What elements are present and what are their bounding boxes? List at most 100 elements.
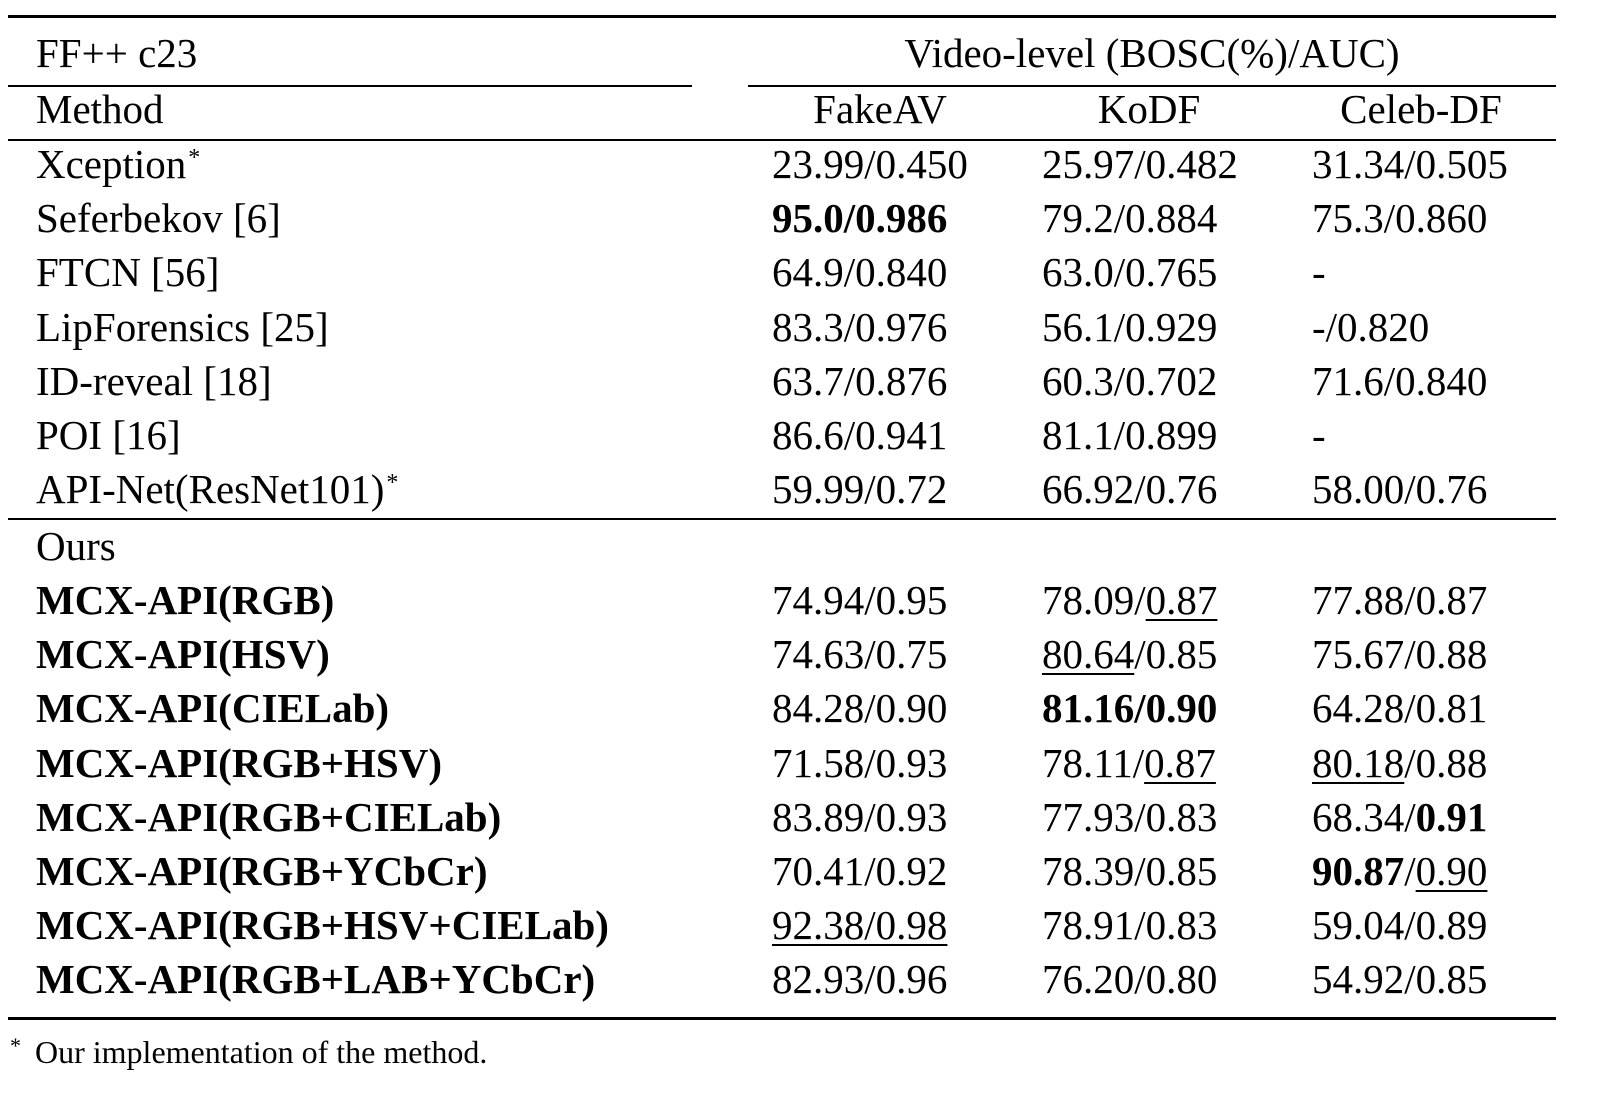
method-name: Xception* bbox=[36, 139, 200, 189]
table-cell: 63.0/0.765 bbox=[1042, 247, 1217, 297]
cell-value-part: 75.67/0.88 bbox=[1312, 631, 1488, 677]
cell-value-part: 25.97/0.482 bbox=[1042, 141, 1238, 187]
cell-value-part: 64.9/0.840 bbox=[772, 249, 948, 295]
footnote-text: Our implementation of the method. bbox=[35, 1034, 488, 1070]
table-cell: 78.09/0.87 bbox=[1042, 575, 1217, 625]
cell-value-part: 79.2/0.884 bbox=[1042, 195, 1218, 241]
cell-value-part: 59.99/0.72 bbox=[772, 466, 948, 512]
cell-value-part: 78.39/0.85 bbox=[1042, 848, 1218, 894]
cell-value-part: 78.91/0.83 bbox=[1042, 902, 1218, 948]
cell-value-part: 80.18 bbox=[1312, 740, 1405, 786]
column-header-celebdf: Celeb-DF bbox=[1340, 86, 1502, 132]
cell-value-part: /0.85 bbox=[1134, 631, 1218, 677]
cell-value-part: / bbox=[1404, 848, 1416, 894]
cell-value-part: -/0.820 bbox=[1312, 304, 1430, 350]
cell-value-part: 78.09/ bbox=[1042, 577, 1146, 623]
cell-value-part: 60.3/0.702 bbox=[1042, 358, 1218, 404]
table-cell: -/0.820 bbox=[1312, 302, 1429, 352]
cell-value-part: 92.38/0.98 bbox=[772, 902, 948, 948]
table-cell: 75.3/0.860 bbox=[1312, 193, 1487, 243]
cell-value-part: 70.41/0.92 bbox=[772, 848, 948, 894]
cell-value-part: 0.91 bbox=[1415, 794, 1488, 840]
cell-value-part: 77.93/0.83 bbox=[1042, 794, 1218, 840]
cell-value-part: 86.6/0.941 bbox=[772, 412, 948, 458]
cell-value-part: 64.28/0.81 bbox=[1312, 685, 1488, 731]
table-cell: 79.2/0.884 bbox=[1042, 193, 1217, 243]
table-cell: 92.38/0.98 bbox=[772, 900, 947, 950]
cell-value-part: 82.93/0.96 bbox=[772, 956, 948, 1002]
cell-value-part: 75.3/0.860 bbox=[1312, 195, 1488, 241]
top-rule bbox=[8, 15, 1556, 18]
cell-value-part: 31.34/0.505 bbox=[1312, 141, 1508, 187]
dataset-label: FF++ c23 bbox=[36, 30, 198, 76]
group-header: Video-level (BOSC(%)/AUC) bbox=[904, 30, 1400, 76]
method-name-text: POI [16] bbox=[36, 412, 181, 458]
table-cell: 86.6/0.941 bbox=[772, 410, 947, 460]
method-name-text: Xception bbox=[36, 141, 187, 187]
cell-value-part: 63.0/0.765 bbox=[1042, 249, 1218, 295]
method-name: POI [16] bbox=[36, 410, 181, 460]
method-name: MCX-API(CIELab) bbox=[36, 685, 390, 731]
table-cell: 75.67/0.88 bbox=[1312, 629, 1487, 679]
table-cell: 58.00/0.76 bbox=[1312, 464, 1487, 514]
cell-value-part: 68.34/ bbox=[1312, 794, 1416, 840]
table-cell: 78.11/0.87 bbox=[1042, 738, 1216, 788]
header-subrule-left bbox=[8, 85, 692, 87]
cell-value-part: 0.90 bbox=[1415, 848, 1488, 894]
method-header: Method bbox=[36, 86, 164, 132]
table-cell: 84.28/0.90 bbox=[772, 683, 947, 733]
table-cell: 31.34/0.505 bbox=[1312, 139, 1508, 189]
table-cell: 64.9/0.840 bbox=[772, 247, 947, 297]
method-name-text: LipForensics [25] bbox=[36, 304, 329, 350]
table-cell: 70.41/0.92 bbox=[772, 846, 947, 896]
table-cell: 76.20/0.80 bbox=[1042, 954, 1217, 1004]
ours-label: Ours bbox=[36, 523, 116, 569]
method-name-text: ID-reveal [18] bbox=[36, 358, 272, 404]
cell-value-part: 84.28/0.90 bbox=[772, 685, 948, 731]
footnote-mark: * bbox=[10, 1033, 21, 1058]
cell-value-part: /0.88 bbox=[1404, 740, 1488, 786]
cell-value-part: 71.58/0.93 bbox=[772, 740, 948, 786]
table-cell: 56.1/0.929 bbox=[1042, 302, 1217, 352]
table-cell: 59.04/0.89 bbox=[1312, 900, 1487, 950]
table-cell: - bbox=[1312, 247, 1326, 297]
table-cell: 71.6/0.840 bbox=[1312, 356, 1487, 406]
cell-value-part: 81.16/0.90 bbox=[1042, 685, 1218, 731]
method-name: MCX-API(RGB+HSV+CIELab) bbox=[36, 902, 609, 948]
table-cell: 82.93/0.96 bbox=[772, 954, 947, 1004]
table-cell: 81.16/0.90 bbox=[1042, 683, 1217, 733]
method-name: MCX-API(RGB) bbox=[36, 577, 335, 623]
cell-value-part: 0.87 bbox=[1144, 740, 1216, 786]
method-name: MCX-API(HSV) bbox=[36, 631, 330, 677]
table-cell: 74.63/0.75 bbox=[772, 629, 947, 679]
method-name: Seferbekov [6] bbox=[36, 193, 281, 243]
method-name-text: Seferbekov [6] bbox=[36, 195, 281, 241]
cell-value-part: 66.92/0.76 bbox=[1042, 466, 1218, 512]
table-cell: 74.94/0.95 bbox=[772, 575, 947, 625]
table-cell: 66.92/0.76 bbox=[1042, 464, 1217, 514]
table-cell: 54.92/0.85 bbox=[1312, 954, 1487, 1004]
cell-value-part: 63.7/0.876 bbox=[772, 358, 948, 404]
table-cell: - bbox=[1312, 410, 1326, 460]
method-name: ID-reveal [18] bbox=[36, 356, 272, 406]
table-cell: 23.99/0.450 bbox=[772, 139, 968, 189]
cell-value-part: 59.04/0.89 bbox=[1312, 902, 1488, 948]
table-cell: 25.97/0.482 bbox=[1042, 139, 1238, 189]
method-name: LipForensics [25] bbox=[36, 302, 329, 352]
header-subrule-right bbox=[748, 85, 1556, 87]
footnote-star: * bbox=[386, 470, 399, 496]
cell-value-part: 71.6/0.840 bbox=[1312, 358, 1488, 404]
cell-value-part: 58.00/0.76 bbox=[1312, 466, 1488, 512]
cell-value-part: 77.88/0.87 bbox=[1312, 577, 1488, 623]
method-name: MCX-API(RGB+HSV) bbox=[36, 740, 442, 786]
method-name-text: FTCN [56] bbox=[36, 249, 220, 295]
footnote: * Our implementation of the method. bbox=[10, 1032, 487, 1072]
column-header-kodf: KoDF bbox=[1097, 86, 1201, 132]
cell-value-part: 80.64 bbox=[1042, 631, 1135, 677]
table-cell: 71.58/0.93 bbox=[772, 738, 947, 788]
table-cell: 78.39/0.85 bbox=[1042, 846, 1217, 896]
table-cell: 60.3/0.702 bbox=[1042, 356, 1217, 406]
ours-divider-rule bbox=[8, 518, 1556, 520]
table-cell: 78.91/0.83 bbox=[1042, 900, 1217, 950]
table-cell: 83.3/0.976 bbox=[772, 302, 947, 352]
